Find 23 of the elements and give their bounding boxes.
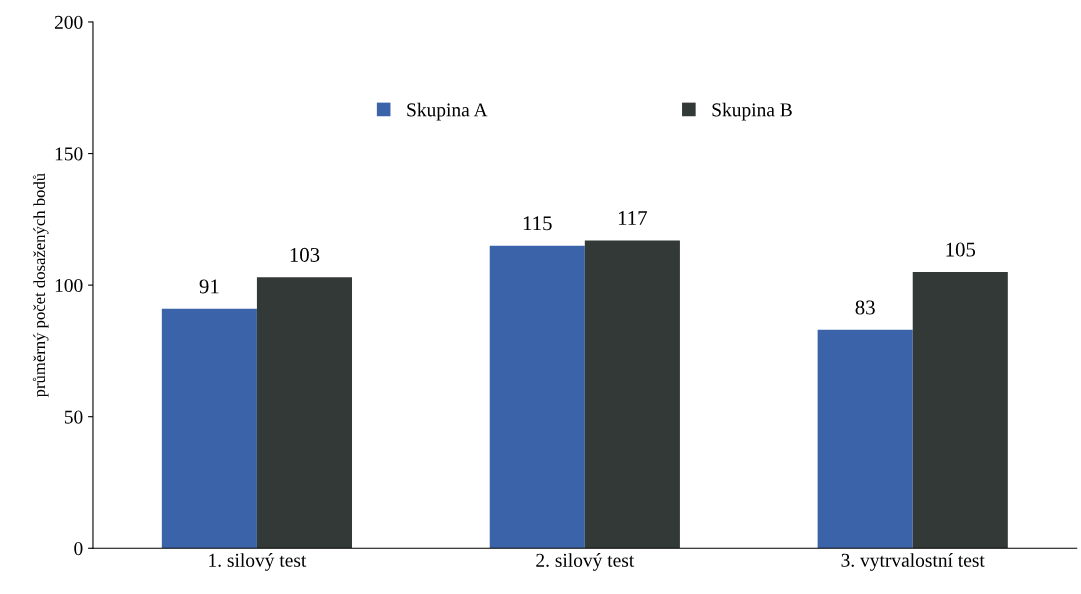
data-label: 117 <box>618 211 647 225</box>
y-tick-label: 50 <box>64 410 83 424</box>
x-tick-label: 3. vytrvalostní test <box>841 553 985 571</box>
bar <box>489 245 585 549</box>
legend-label: Skupina B <box>712 102 792 121</box>
y-tick-label: 200 <box>54 15 83 29</box>
data-label: 105 <box>946 242 976 257</box>
data-label: 103 <box>290 247 320 262</box>
data-label: 91 <box>199 279 219 294</box>
bar <box>817 329 913 549</box>
y-tick-label: 0 <box>74 542 83 556</box>
x-tick-label: 2. silový test <box>536 553 635 571</box>
x-tick-label: 1. silový test <box>209 553 307 571</box>
data-label: 83 <box>855 300 875 315</box>
bar <box>912 271 1008 549</box>
bar <box>584 240 680 549</box>
bar <box>161 308 257 549</box>
legend-label: Skupina A <box>407 102 488 121</box>
bar <box>256 277 353 549</box>
y-tick-label: 150 <box>55 147 83 161</box>
y-axis-title: průměrný počet dosažených bodů <box>32 173 49 398</box>
data-label: 115 <box>523 216 552 231</box>
y-tick-label: 100 <box>55 278 83 293</box>
